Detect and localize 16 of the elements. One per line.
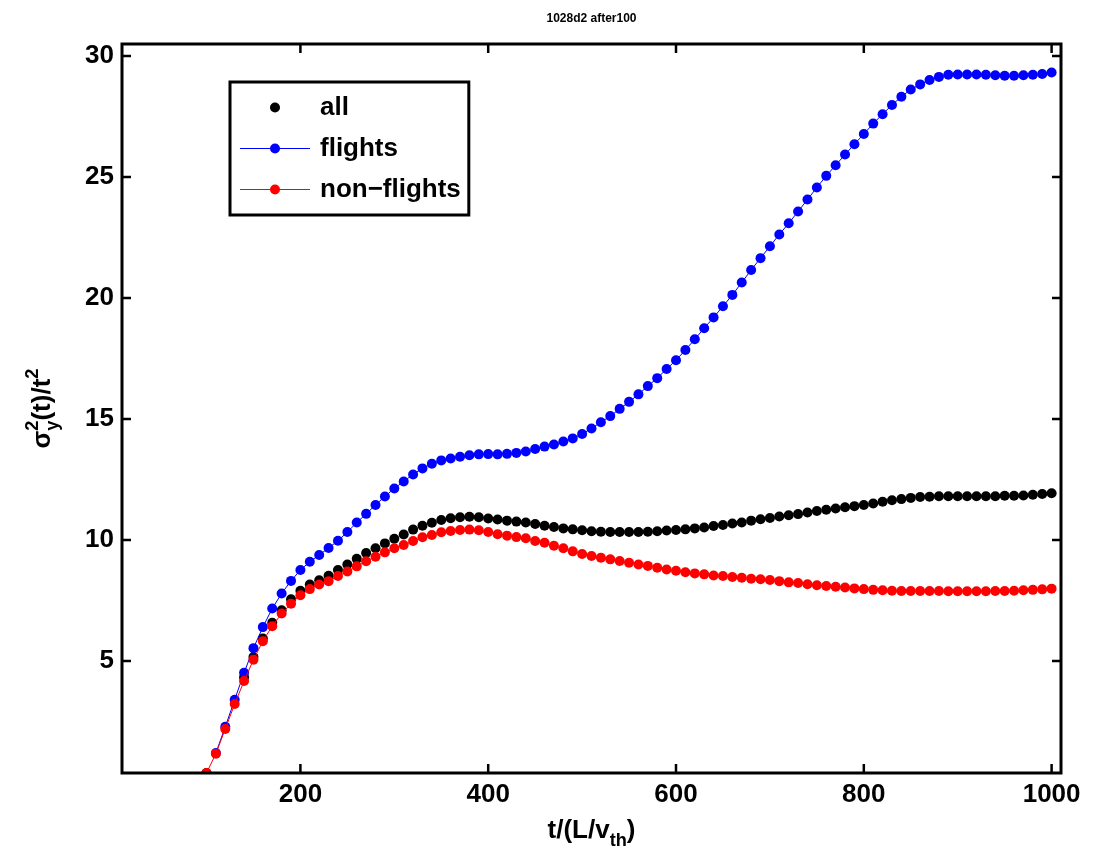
legend-label: non−flights — [320, 172, 461, 203]
y-axis-title: σy2(t)/t2 — [22, 368, 62, 449]
y-tick-label: 10 — [85, 523, 114, 554]
legend-label: flights — [320, 131, 398, 162]
chart-title: 1028d2 after100 — [546, 11, 637, 25]
y-tick-label: 15 — [85, 402, 114, 433]
y-tick-label: 5 — [99, 644, 114, 675]
x-tick-label: 800 — [842, 777, 886, 808]
y-tick-label: 20 — [85, 281, 114, 312]
y-tick-label: 25 — [85, 160, 114, 191]
x-tick-label: 1000 — [1022, 777, 1081, 808]
y-tick-label: 30 — [85, 39, 114, 70]
x-tick-label: 400 — [466, 777, 510, 808]
legend-label: all — [320, 90, 349, 121]
x-tick-label: 600 — [654, 777, 698, 808]
x-tick-label: 200 — [278, 777, 323, 808]
